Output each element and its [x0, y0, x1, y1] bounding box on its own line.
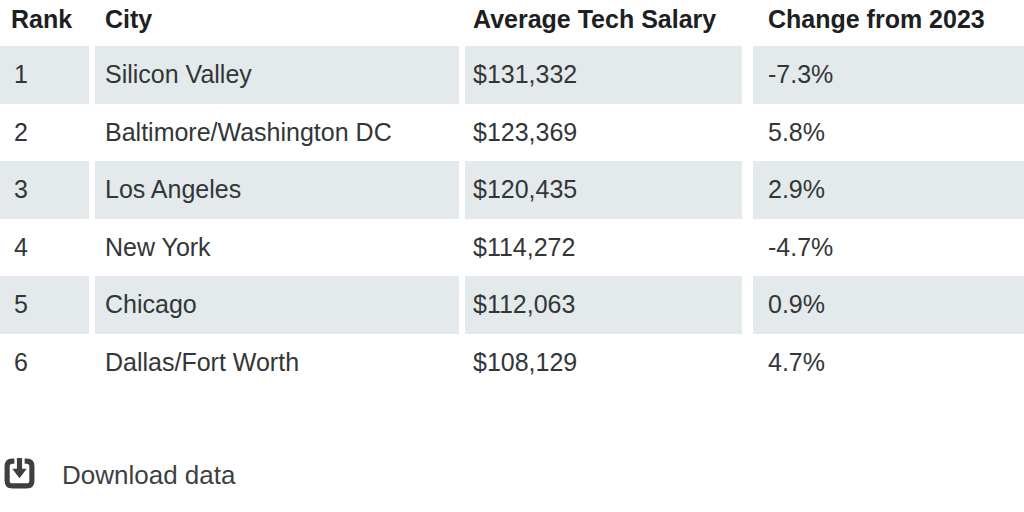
cell-salary: $108,129: [459, 334, 742, 392]
cell-rank: 5: [0, 276, 89, 334]
cell-salary: $120,435: [459, 161, 742, 219]
cell-rank: 1: [0, 46, 89, 104]
cell-rank: 4: [0, 219, 89, 277]
cell-rank: 3: [0, 161, 89, 219]
table-row: 6 Dallas/Fort Worth $108,129 4.7%: [0, 334, 1024, 392]
cell-city: Silicon Valley: [89, 46, 459, 104]
cell-change: 0.9%: [742, 276, 1024, 334]
column-header-salary: Average Tech Salary: [459, 0, 742, 46]
cell-salary: $114,272: [459, 219, 742, 277]
table-row: 2 Baltimore/Washington DC $123,369 5.8%: [0, 104, 1024, 162]
cell-rank: 6: [0, 334, 89, 392]
column-header-rank: Rank: [0, 0, 89, 46]
table-row: 5 Chicago $112,063 0.9%: [0, 276, 1024, 334]
cell-change: 5.8%: [742, 104, 1024, 162]
cell-city: Los Angeles: [89, 161, 459, 219]
cell-salary: $131,332: [459, 46, 742, 104]
table-row: 4 New York $114,272 -4.7%: [0, 219, 1024, 277]
cell-salary: $123,369: [459, 104, 742, 162]
download-icon: [3, 457, 36, 494]
cell-city: Chicago: [89, 276, 459, 334]
column-header-change: Change from 2023: [742, 0, 1024, 46]
cell-city: New York: [89, 219, 459, 277]
cell-change: 2.9%: [742, 161, 1024, 219]
cell-city: Baltimore/Washington DC: [89, 104, 459, 162]
cell-rank: 2: [0, 104, 89, 162]
cell-change: 4.7%: [742, 334, 1024, 392]
cell-change: -4.7%: [742, 219, 1024, 277]
cell-change: -7.3%: [742, 46, 1024, 104]
column-header-city: City: [89, 0, 459, 46]
download-data-link[interactable]: Download data: [3, 457, 235, 494]
table-row: 1 Silicon Valley $131,332 -7.3%: [0, 46, 1024, 104]
table-row: 3 Los Angeles $120,435 2.9%: [0, 161, 1024, 219]
download-label: Download data: [62, 460, 235, 491]
cell-salary: $112,063: [459, 276, 742, 334]
table-header-row: Rank City Average Tech Salary Change fro…: [0, 0, 1024, 46]
tech-salary-table: Rank City Average Tech Salary Change fro…: [0, 0, 1024, 391]
cell-city: Dallas/Fort Worth: [89, 334, 459, 392]
